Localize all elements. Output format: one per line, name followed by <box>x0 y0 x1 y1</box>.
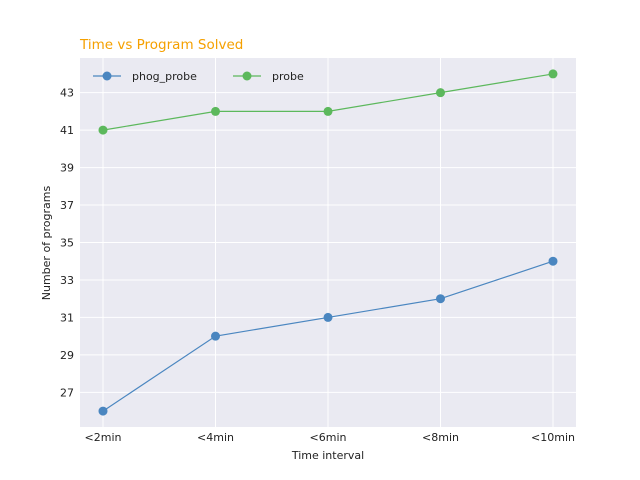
data-point-probe <box>548 69 558 79</box>
x-tick-label: <6min <box>310 431 347 444</box>
x-axis-ticks: <2min <4min <6min <8min <10min <box>85 431 575 444</box>
data-point-phog_probe <box>323 312 333 322</box>
y-tick-label: 41 <box>60 124 74 137</box>
y-tick-label: 37 <box>60 199 74 212</box>
x-axis-title: Time interval <box>291 449 364 462</box>
data-point-probe <box>323 106 333 116</box>
data-point-probe <box>98 125 108 135</box>
legend-label-probe: probe <box>272 70 304 83</box>
legend: phog_probe probe <box>93 70 304 83</box>
y-tick-label: 35 <box>60 237 74 250</box>
legend-label-phog_probe: phog_probe <box>132 70 197 83</box>
data-point-phog_probe <box>98 406 108 416</box>
y-tick-label: 29 <box>60 349 74 362</box>
x-tick-label: <4min <box>197 431 234 444</box>
y-tick-label: 43 <box>60 87 74 100</box>
data-point-probe <box>436 88 445 98</box>
legend-marker-probe <box>242 71 252 81</box>
series-group <box>98 69 558 416</box>
legend-marker-phog_probe <box>102 71 112 81</box>
y-tick-label: 27 <box>60 386 74 399</box>
data-point-probe <box>211 106 220 116</box>
x-tick-label: <8min <box>422 431 459 444</box>
chart-title: Time vs Program Solved <box>79 37 243 53</box>
y-tick-label: 33 <box>60 274 74 287</box>
y-tick-label: 31 <box>60 311 74 324</box>
y-tick-label: 39 <box>60 162 74 175</box>
y-axis-ticks: 27 29 31 33 35 37 39 41 43 <box>60 87 74 400</box>
y-axis-title: Number of programs <box>40 185 53 300</box>
x-tick-label: <10min <box>531 431 575 444</box>
data-point-phog_probe <box>211 331 220 341</box>
data-point-phog_probe <box>436 294 445 304</box>
x-tick-label: <2min <box>85 431 122 444</box>
data-point-phog_probe <box>548 256 558 266</box>
